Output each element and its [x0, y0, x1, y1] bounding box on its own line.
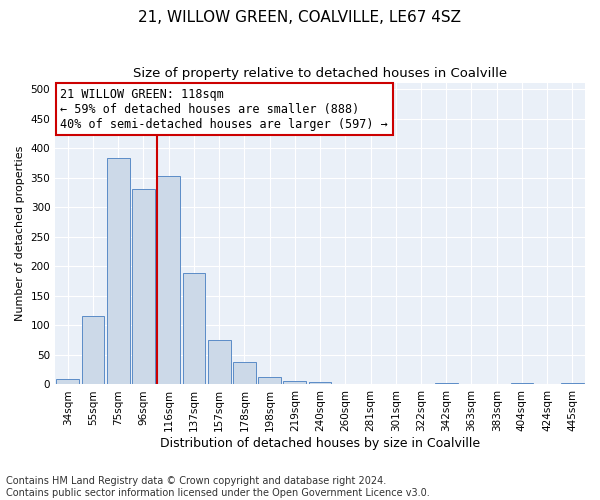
- Bar: [258, 378, 281, 384]
- Bar: [208, 340, 230, 384]
- X-axis label: Distribution of detached houses by size in Coalville: Distribution of detached houses by size …: [160, 437, 480, 450]
- Bar: [182, 274, 205, 384]
- Y-axis label: Number of detached properties: Number of detached properties: [15, 146, 25, 322]
- Bar: [157, 176, 180, 384]
- Text: Contains HM Land Registry data © Crown copyright and database right 2024.
Contai: Contains HM Land Registry data © Crown c…: [6, 476, 430, 498]
- Bar: [233, 362, 256, 384]
- Bar: [561, 382, 584, 384]
- Title: Size of property relative to detached houses in Coalville: Size of property relative to detached ho…: [133, 68, 507, 80]
- Bar: [107, 158, 130, 384]
- Bar: [283, 381, 306, 384]
- Bar: [56, 378, 79, 384]
- Text: 21 WILLOW GREEN: 118sqm
← 59% of detached houses are smaller (888)
40% of semi-d: 21 WILLOW GREEN: 118sqm ← 59% of detache…: [61, 88, 388, 130]
- Bar: [435, 382, 458, 384]
- Bar: [82, 316, 104, 384]
- Bar: [309, 382, 331, 384]
- Text: 21, WILLOW GREEN, COALVILLE, LE67 4SZ: 21, WILLOW GREEN, COALVILLE, LE67 4SZ: [139, 10, 461, 25]
- Bar: [132, 190, 155, 384]
